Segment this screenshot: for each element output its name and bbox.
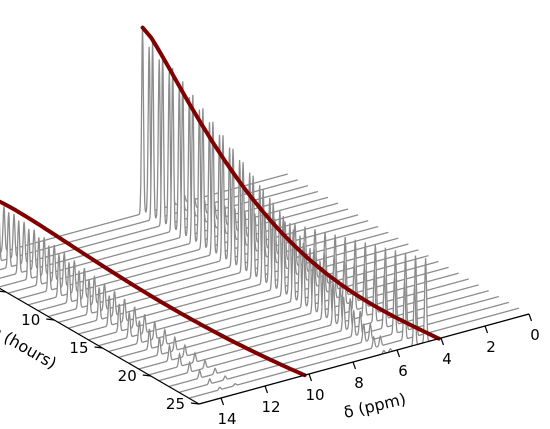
spectrum-line [178, 252, 510, 393]
x-tick-label: 10 [305, 386, 324, 404]
x-tick [528, 313, 533, 322]
highlight-trace [140, 25, 441, 341]
y-tick-label: 25 [166, 395, 185, 413]
spectrum-line [158, 247, 489, 382]
x-tick [484, 325, 489, 334]
axes-group: 141210864200510152025 [0, 287, 540, 428]
y-tick [46, 318, 55, 321]
x-tick [440, 337, 445, 346]
x-axis-title: δ (ppm) [342, 389, 408, 422]
x-tick [308, 373, 313, 382]
y-tick [190, 402, 200, 405]
x-tick [220, 397, 225, 406]
trace-group [0, 25, 441, 378]
x-tick-label: 4 [442, 350, 452, 368]
x-tick [264, 385, 269, 394]
y-tick-label: 20 [118, 367, 137, 385]
x-axis-line [198, 313, 530, 405]
spectra-group [0, 27, 530, 405]
highlight-trace [0, 199, 307, 378]
x-tick-label: 14 [217, 410, 236, 428]
x-tick-label: 2 [486, 338, 496, 356]
y-tick-label: 15 [69, 339, 88, 357]
x-tick [352, 361, 357, 370]
x-tick-label: 0 [530, 326, 540, 344]
spectrum-line [148, 244, 479, 376]
y-tick [94, 346, 103, 349]
y-axis-line [0, 287, 200, 405]
x-tick [396, 349, 401, 358]
spectrum-line [188, 255, 520, 399]
x-tick-label: 6 [398, 362, 408, 380]
y-tick [0, 290, 7, 293]
y-tick [142, 374, 151, 377]
x-tick-label: 8 [354, 374, 364, 392]
spectrum-mask [0, 27, 288, 254]
x-tick-label: 12 [261, 398, 280, 416]
y-tick-label: 10 [21, 311, 40, 329]
spectrum-line [168, 250, 499, 388]
